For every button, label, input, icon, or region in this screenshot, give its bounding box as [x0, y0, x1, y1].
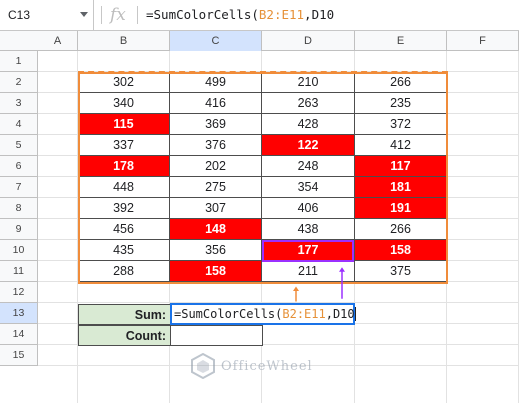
- active-cell-editor-c13[interactable]: =SumColorCells(B2:E11,D10: [170, 303, 356, 325]
- cell-b10[interactable]: 435: [78, 240, 170, 261]
- cell-e2[interactable]: 266: [355, 72, 447, 93]
- sum-label: Sum:: [134, 308, 166, 322]
- row-header-5[interactable]: 5: [0, 135, 38, 156]
- sum-label-cell[interactable]: Sum:: [78, 304, 171, 325]
- row-header-1[interactable]: 1: [0, 51, 38, 72]
- cell-b11[interactable]: 288: [78, 261, 170, 282]
- cell-b3[interactable]: 340: [78, 93, 170, 114]
- cell-c4[interactable]: 369: [170, 114, 262, 135]
- cell-e4[interactable]: 372: [355, 114, 447, 135]
- cell-e7[interactable]: 181: [355, 177, 447, 198]
- cell-d4[interactable]: 428: [262, 114, 355, 135]
- cell-c7[interactable]: 275: [170, 177, 262, 198]
- cell-e9[interactable]: 266: [355, 219, 447, 240]
- cell-b9[interactable]: 456: [78, 219, 170, 240]
- cell-d3[interactable]: 263: [262, 93, 355, 114]
- column-header-e[interactable]: E: [355, 31, 447, 51]
- row-header-15[interactable]: 15: [0, 345, 38, 366]
- row-header-14[interactable]: 14: [0, 324, 38, 345]
- column-header-c[interactable]: C: [170, 31, 262, 51]
- range-highlight-top-edge: [78, 71, 448, 73]
- cell-c11[interactable]: 158: [170, 261, 262, 282]
- name-box-dropdown-icon[interactable]: [80, 12, 88, 17]
- name-box-value: C13: [8, 8, 31, 22]
- cell-d7[interactable]: 354: [262, 177, 355, 198]
- cell-b8[interactable]: 392: [78, 198, 170, 219]
- row-header-8[interactable]: 8: [0, 198, 38, 219]
- count-value-cell[interactable]: [170, 325, 263, 346]
- row-header-4[interactable]: 4: [0, 114, 38, 135]
- cell-c3[interactable]: 416: [170, 93, 262, 114]
- cell-b7[interactable]: 448: [78, 177, 170, 198]
- cell-c6[interactable]: 202: [170, 156, 262, 177]
- cell-b4[interactable]: 115: [78, 114, 170, 135]
- edit-prefix: =SumColorCells(: [174, 307, 283, 321]
- name-box[interactable]: C13: [0, 0, 94, 30]
- cell-b2[interactable]: 302: [78, 72, 170, 93]
- cell-d10[interactable]: 177: [262, 240, 355, 261]
- cell-c5[interactable]: 376: [170, 135, 262, 156]
- cell-e11[interactable]: 375: [355, 261, 447, 282]
- row-header-3[interactable]: 3: [0, 93, 38, 114]
- fx-icon: fx: [110, 5, 126, 25]
- orange-arrow-icon: [293, 286, 299, 302]
- watermark: OfficeWheel: [190, 352, 313, 380]
- formula-range-ref: B2:E11: [258, 7, 305, 22]
- column-header-b[interactable]: B: [78, 31, 170, 51]
- cell-d2[interactable]: 210: [262, 72, 355, 93]
- cell-b6[interactable]: 178: [78, 156, 170, 177]
- cell-c10[interactable]: 356: [170, 240, 262, 261]
- cell-c8[interactable]: 307: [170, 198, 262, 219]
- text-cursor: [354, 307, 356, 321]
- grid-line-horizontal: [38, 344, 519, 345]
- cell-c2[interactable]: 499: [170, 72, 262, 93]
- row-header-7[interactable]: 7: [0, 177, 38, 198]
- cell-c9[interactable]: 148: [170, 219, 262, 240]
- cell-e8[interactable]: 191: [355, 198, 447, 219]
- column-header-f[interactable]: F: [447, 31, 519, 51]
- column-header-d[interactable]: D: [262, 31, 355, 51]
- row-header-9[interactable]: 9: [0, 219, 38, 240]
- cell-b5[interactable]: 337: [78, 135, 170, 156]
- formula-input[interactable]: =SumColorCells(B2:E11,D10: [146, 0, 334, 30]
- grid-line-vertical: [77, 51, 78, 403]
- cell-d11[interactable]: 211: [262, 261, 355, 282]
- cell-e10[interactable]: 158: [355, 240, 447, 261]
- cell-e5[interactable]: 412: [355, 135, 447, 156]
- row-header-12[interactable]: 12: [0, 282, 38, 303]
- grid-line-horizontal: [38, 302, 519, 303]
- formula-suffix: ,D10: [304, 7, 335, 22]
- row-header-13[interactable]: 13: [0, 303, 38, 324]
- officewheel-logo-icon: [191, 353, 215, 379]
- grid-line-horizontal: [38, 365, 519, 366]
- formula-prefix: =SumColorCells(: [146, 7, 259, 22]
- cell-d5[interactable]: 122: [262, 135, 355, 156]
- count-label-cell[interactable]: Count:: [78, 325, 171, 346]
- watermark-text: OfficeWheel: [221, 358, 313, 374]
- row-header-2[interactable]: 2: [0, 72, 38, 93]
- row-header-11[interactable]: 11: [0, 261, 38, 282]
- formula-bar: C13 fx =SumColorCells(B2:E11,D10: [0, 0, 519, 31]
- count-label: Count:: [125, 329, 166, 343]
- row-header-6[interactable]: 6: [0, 156, 38, 177]
- formula-bar-divider: [137, 6, 138, 24]
- formula-bar-divider: [101, 6, 102, 24]
- cell-d9[interactable]: 438: [262, 219, 355, 240]
- edit-range-ref: B2:E11: [282, 307, 326, 321]
- cell-d6[interactable]: 248: [262, 156, 355, 177]
- cell-e6[interactable]: 117: [355, 156, 447, 177]
- cell-d8[interactable]: 406: [262, 198, 355, 219]
- row-header-10[interactable]: 10: [0, 240, 38, 261]
- edit-suffix: ,D10: [325, 307, 355, 321]
- column-header-a[interactable]: A: [38, 31, 78, 51]
- purple-arrow-icon: [339, 267, 345, 299]
- cell-e3[interactable]: 235: [355, 93, 447, 114]
